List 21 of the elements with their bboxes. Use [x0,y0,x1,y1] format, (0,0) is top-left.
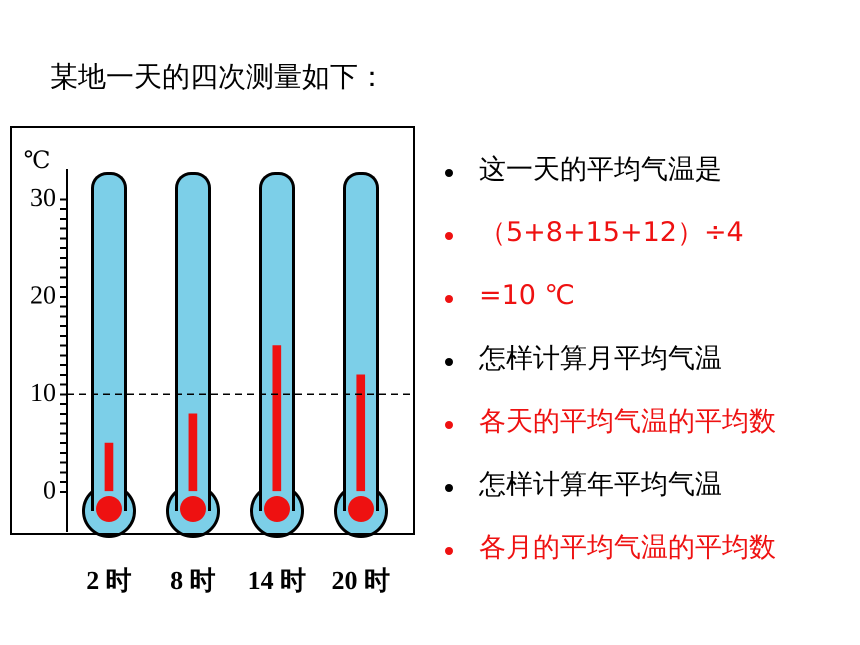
bar [272,345,282,492]
text: 怎样计算年平均气温 [479,469,722,500]
x-tick-label: 8 时 [170,566,216,596]
text: 各月的平均气温的平均数 [479,532,776,563]
bar [356,374,366,492]
bar [188,413,198,492]
x-tick-label: 2 时 [86,566,132,596]
x-tick-label: 20 时 [332,566,390,596]
chart-title: 某地一天的四次测量如下： [50,59,386,95]
text: 这一天的平均气温是 [479,154,722,185]
bar [104,442,114,492]
text: （5+8+15+12）÷4 [479,217,744,248]
y-tick-label: 0 [43,476,56,505]
text: 怎样计算月平均气温 [479,343,722,374]
y-tick-label: 30 [30,183,56,212]
y-axis-title: ℃ [24,146,50,174]
y-tick-label: 10 [30,378,56,408]
x-tick-label: 14 时 [248,566,306,596]
text: 各天的平均气温的平均数 [479,406,776,437]
y-tick-label: 20 [30,280,56,310]
text: =10 ℃ [479,280,575,311]
